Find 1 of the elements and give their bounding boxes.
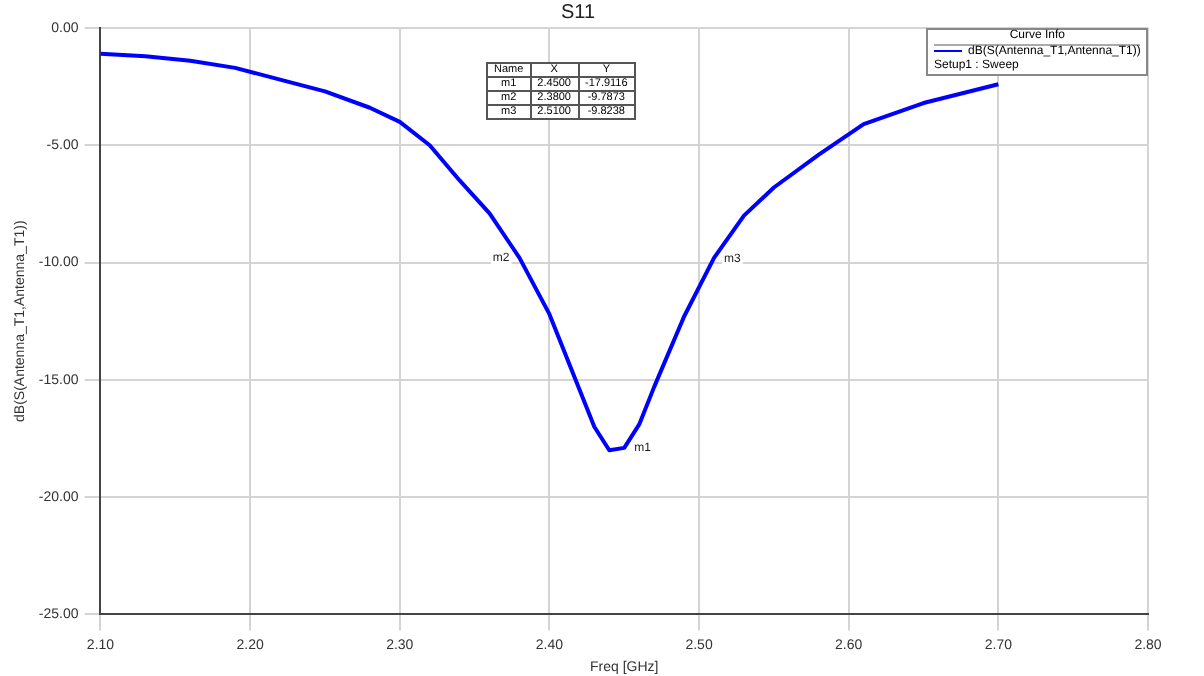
chart-title: S11 (560, 1, 596, 24)
